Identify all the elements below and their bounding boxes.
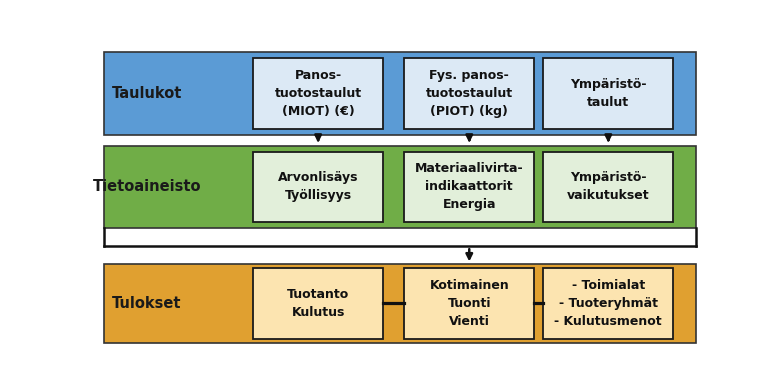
- Bar: [544, 268, 673, 339]
- Text: Materiaalivirta-
indikaattorit
Energia: Materiaalivirta- indikaattorit Energia: [415, 162, 523, 212]
- Bar: [254, 58, 383, 129]
- Bar: [104, 264, 696, 343]
- Bar: [104, 145, 696, 228]
- Text: Ympäristö-
vaikutukset: Ympäristö- vaikutukset: [567, 171, 650, 203]
- Bar: [544, 58, 673, 129]
- Bar: [404, 58, 534, 129]
- Text: Tietoaineisto: Tietoaineisto: [93, 179, 201, 194]
- Bar: [254, 268, 383, 339]
- Bar: [404, 152, 534, 222]
- Bar: [544, 152, 673, 222]
- Text: - Toimialat
- Tuoteryhmät
- Kulutusmenot: - Toimialat - Tuoteryhmät - Kulutusmenot: [555, 279, 662, 328]
- Text: Arvonlisäys
Työllisyys: Arvonlisäys Työllisyys: [278, 171, 358, 203]
- Text: Ympäristö-
taulut: Ympäristö- taulut: [570, 78, 647, 109]
- Text: Tulokset: Tulokset: [112, 296, 182, 311]
- Text: Panos-
tuotostaulut
(MIOT) (€): Panos- tuotostaulut (MIOT) (€): [275, 69, 362, 118]
- Bar: [404, 268, 534, 339]
- Text: Fys. panos-
tuotostaulut
(PIOT) (kg): Fys. panos- tuotostaulut (PIOT) (kg): [426, 69, 512, 118]
- Text: Kotimainen
Tuonti
Vienti: Kotimainen Tuonti Vienti: [430, 279, 509, 328]
- Text: Taulukot: Taulukot: [112, 86, 183, 101]
- Bar: [104, 52, 696, 135]
- Bar: [254, 152, 383, 222]
- Text: Tuotanto
Kulutus: Tuotanto Kulutus: [287, 288, 349, 319]
